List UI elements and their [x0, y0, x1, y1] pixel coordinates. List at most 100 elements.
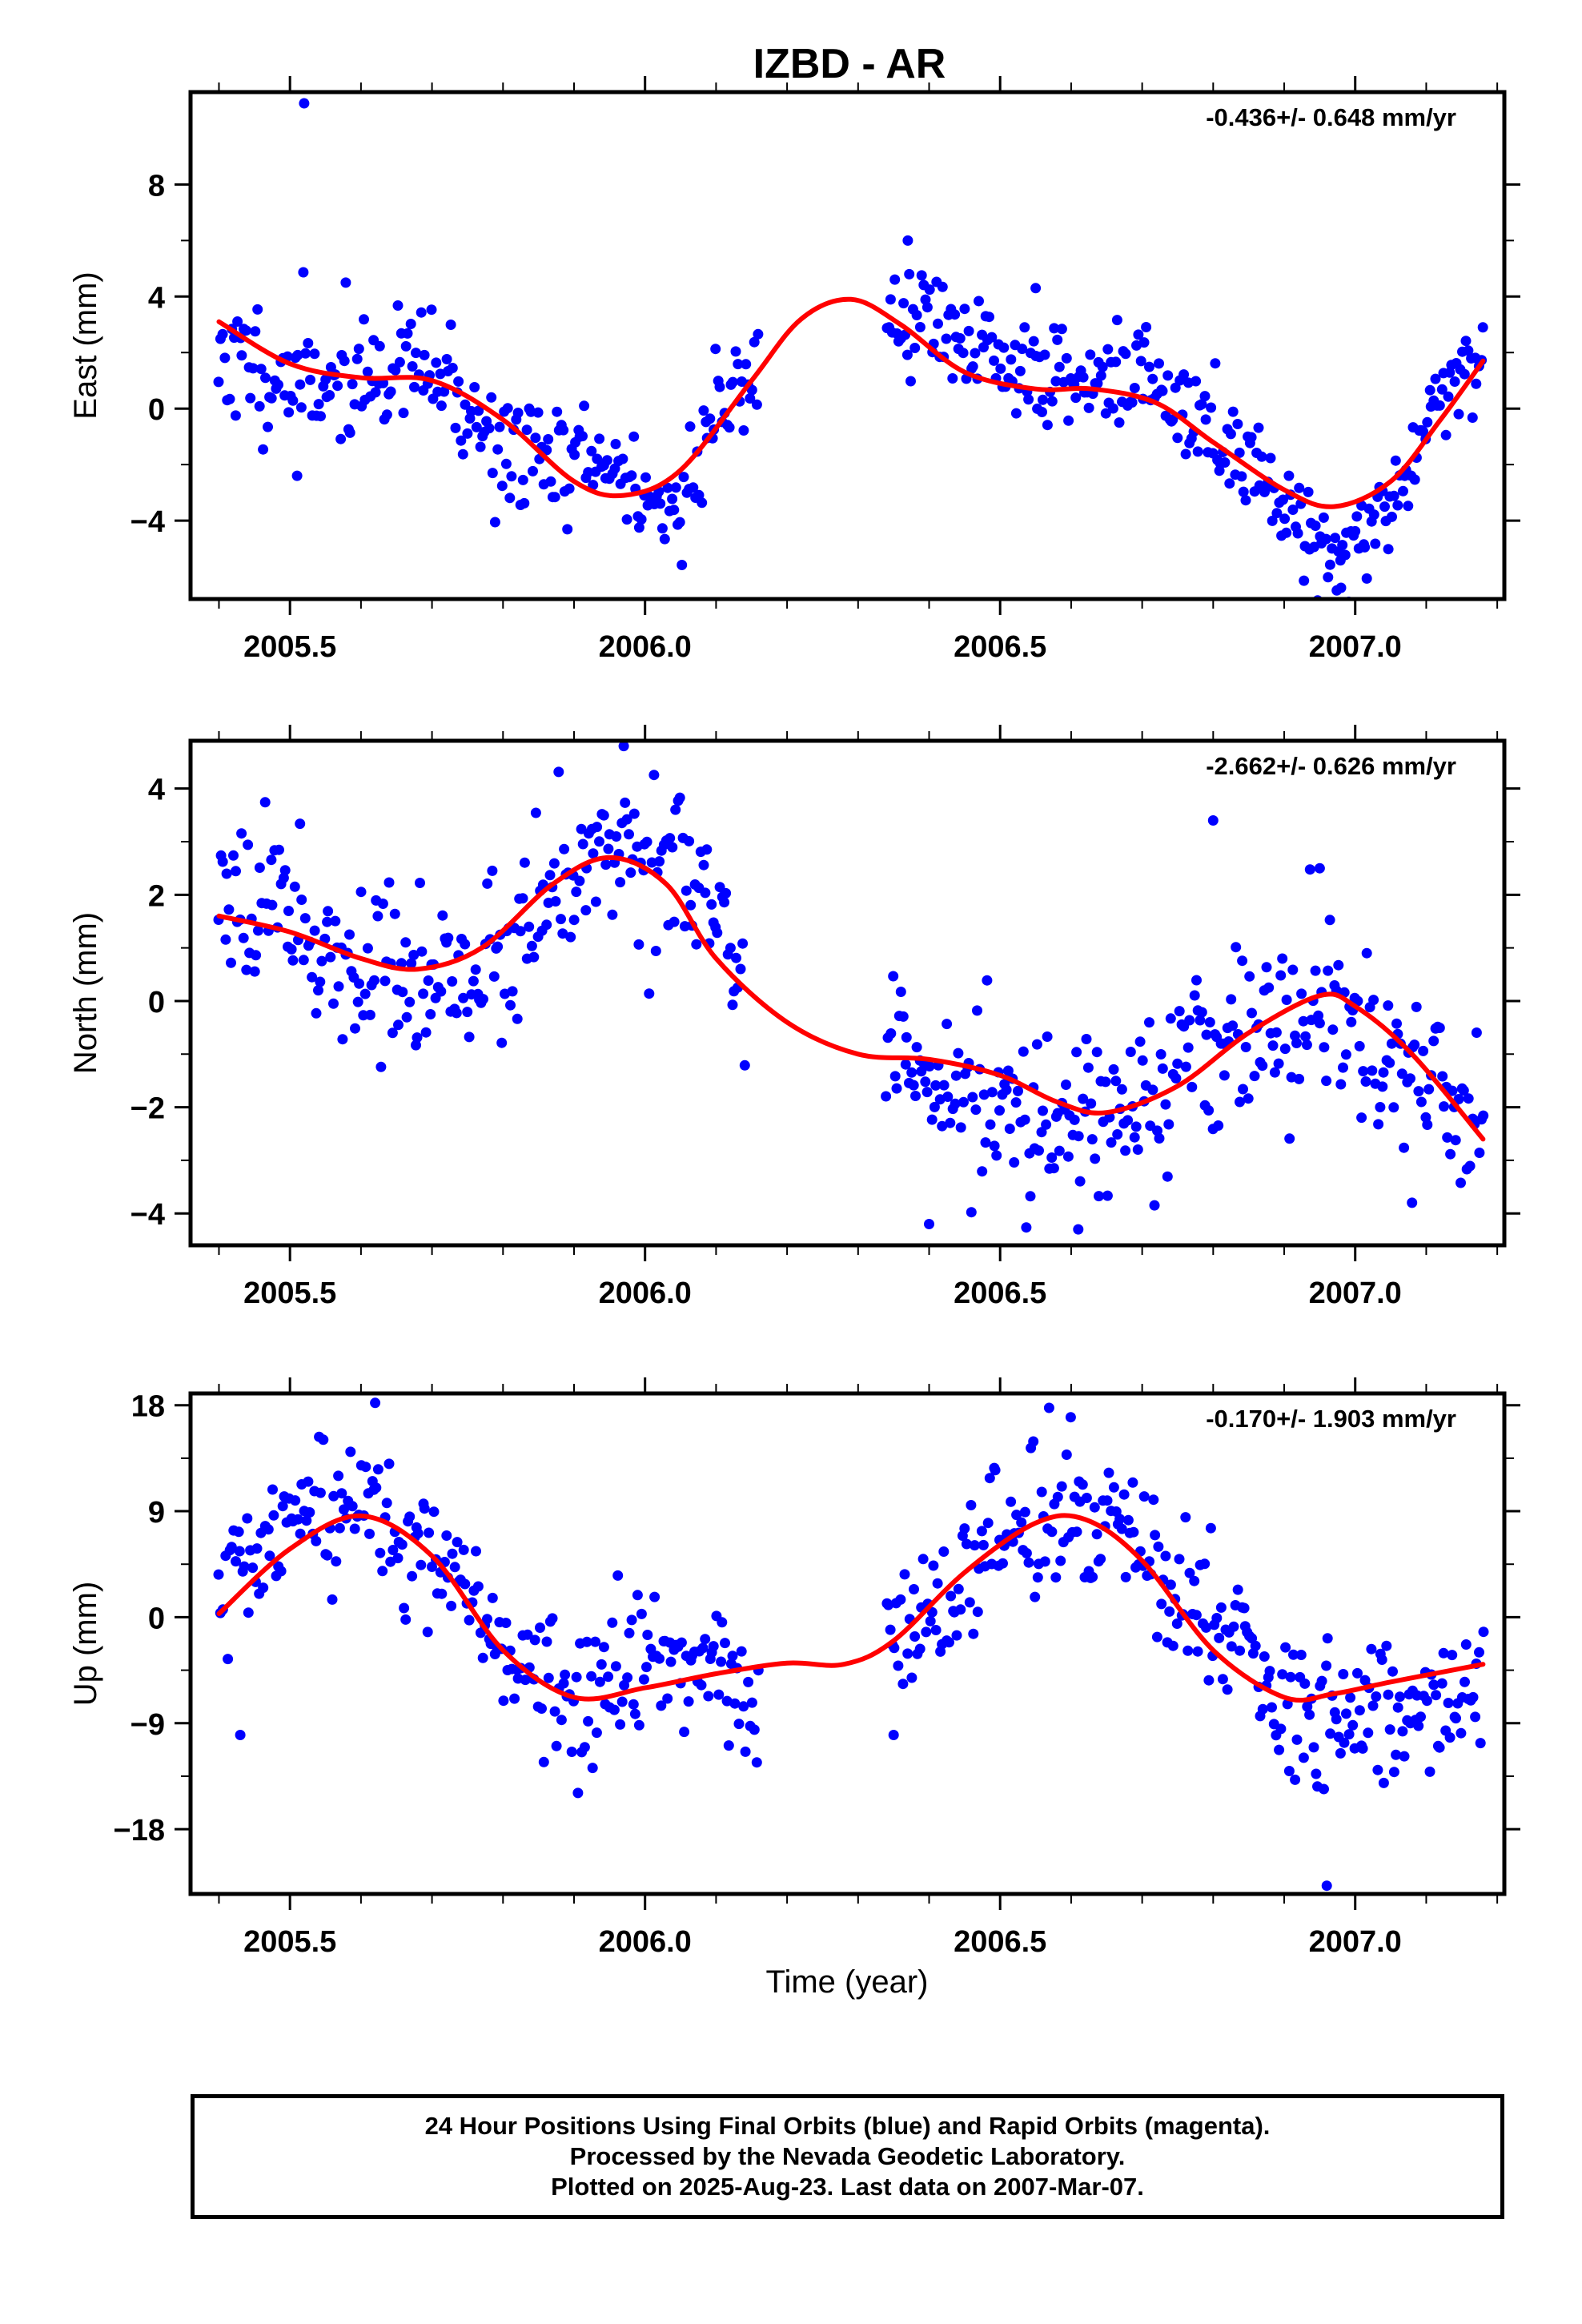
data-point: [266, 854, 277, 866]
data-point: [396, 958, 407, 969]
data-point-outlier: [1335, 582, 1347, 593]
data-point: [1437, 1071, 1448, 1082]
data-point: [295, 402, 307, 413]
x-tick-label: 2007.0: [1309, 1277, 1402, 1310]
data-point: [347, 379, 358, 390]
data-point: [1086, 1098, 1097, 1109]
data-point: [400, 340, 412, 352]
data-point: [1271, 508, 1283, 519]
data-point: [583, 1715, 594, 1727]
data-point: [921, 302, 933, 313]
data-point: [594, 836, 604, 847]
data-point: [1409, 1039, 1420, 1051]
data-point: [453, 376, 464, 387]
data-point: [369, 975, 379, 986]
data-point: [315, 1487, 326, 1498]
chart-title: IZBD - AR: [753, 41, 946, 87]
data-point: [377, 1566, 388, 1577]
data-point: [721, 887, 732, 899]
data-point: [640, 472, 651, 483]
data-point: [1129, 383, 1140, 393]
data-point: [1338, 1669, 1349, 1679]
data-point: [1154, 358, 1164, 369]
data-point: [592, 822, 603, 833]
data-point: [1200, 414, 1211, 425]
data-point: [909, 343, 921, 353]
data-point: [1283, 1766, 1295, 1776]
data-point: [1120, 1145, 1131, 1156]
data-point: [1471, 378, 1482, 389]
data-point: [978, 1089, 990, 1100]
data-point: [650, 946, 661, 956]
data-point: [607, 909, 618, 920]
data-point: [528, 951, 540, 963]
data-point: [1475, 1738, 1486, 1749]
data-point: [1267, 515, 1278, 526]
data-point: [603, 1671, 614, 1683]
data-point: [1073, 1131, 1084, 1142]
data-point: [1147, 373, 1158, 384]
data-point: [601, 455, 612, 466]
data-point: [1210, 358, 1221, 369]
data-point: [1154, 1133, 1165, 1144]
data-point: [460, 1578, 471, 1590]
data-point: [1054, 361, 1065, 372]
data-point: [665, 833, 676, 844]
data-point: [379, 975, 391, 987]
data-point: [1125, 1047, 1136, 1057]
data-point: [566, 1747, 577, 1757]
data-point: [322, 1550, 333, 1561]
data-point: [385, 386, 396, 397]
data-point: [279, 865, 291, 876]
data-point: [698, 405, 709, 416]
data-point: [950, 1098, 961, 1109]
data-point: [325, 951, 336, 963]
data-point: [549, 1706, 560, 1717]
data-point: [407, 361, 418, 372]
data-point: [1074, 1176, 1086, 1187]
data-point: [1055, 1555, 1066, 1566]
data-point: [488, 971, 500, 982]
data-point: [287, 395, 299, 406]
data-point: [1431, 1690, 1442, 1701]
data-point: [1232, 419, 1243, 429]
data-point: [1182, 1645, 1194, 1656]
data-point: [698, 859, 709, 870]
data-point: [683, 1696, 694, 1707]
data-point: [1078, 1093, 1089, 1104]
data-point: [697, 1642, 709, 1654]
data-point: [1256, 451, 1267, 462]
data-point: [1042, 1031, 1053, 1042]
data-point: [1204, 1017, 1215, 1027]
data-point: [521, 424, 532, 436]
data-point: [1002, 1065, 1014, 1076]
data-point: [264, 1550, 275, 1562]
data-point: [1440, 429, 1452, 440]
data-point: [387, 1545, 399, 1555]
data-point: [251, 950, 262, 961]
x-tick-label: 2006.0: [599, 1277, 692, 1310]
data-point: [328, 1490, 339, 1502]
data-point: [505, 999, 516, 1011]
data-point: [1206, 402, 1217, 413]
data-point: [1034, 1145, 1044, 1156]
data-point: [1205, 1522, 1216, 1534]
data-point: [1118, 1489, 1130, 1500]
data-point: [473, 405, 484, 416]
data-point: [1150, 1530, 1161, 1541]
data-point: [662, 482, 673, 493]
data-point: [1036, 1127, 1047, 1138]
data-point: [1133, 329, 1144, 340]
data-point: [431, 357, 442, 368]
data-point: [387, 1027, 398, 1039]
data-point: [727, 376, 738, 388]
data-point: [1449, 376, 1460, 387]
data-point: [723, 1740, 734, 1751]
data-point: [1050, 376, 1062, 387]
data-point: [620, 797, 631, 808]
data-point: [1434, 1742, 1445, 1753]
data-point: [725, 943, 736, 954]
data-point: [562, 524, 573, 535]
data-point: [255, 364, 267, 375]
data-point: [439, 386, 450, 397]
